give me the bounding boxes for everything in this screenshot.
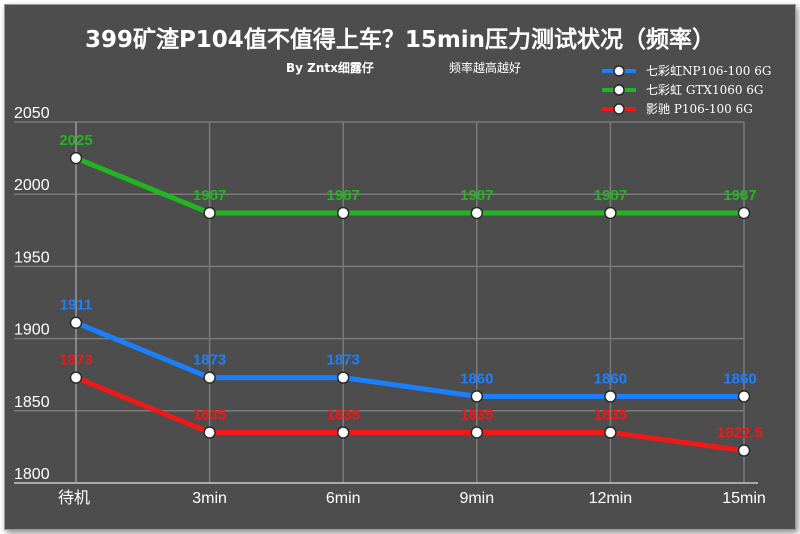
data-point <box>69 371 83 384</box>
data-labels: 1911 1873 1873 1860 1860 1860 2025 1987 1987 1987… <box>59 132 763 441</box>
data-label: 1835 <box>594 406 627 423</box>
data-point <box>737 206 751 220</box>
y-axis-ticks: 1800 1850 1900 1950 2000 2050 <box>14 105 50 483</box>
y-tick-label: 2050 <box>14 105 50 122</box>
chart-title: 399矿渣P104值不值得上车？15min压力测试状况（频率） <box>85 26 715 53</box>
y-tick-label: 2000 <box>14 177 50 194</box>
data-point <box>470 426 484 439</box>
x-tick-label: 待机 <box>58 489 90 507</box>
y-tick-label: 1850 <box>14 394 50 411</box>
data-point <box>737 444 751 457</box>
data-label: 1987 <box>723 187 756 204</box>
data-point <box>470 390 484 403</box>
data-label: 1987 <box>460 187 493 204</box>
y-tick-label: 1950 <box>14 249 50 266</box>
legend-marker <box>613 65 625 77</box>
legend-marker <box>613 103 625 115</box>
data-label: 1987 <box>193 187 226 204</box>
data-label: 1860 <box>594 370 627 387</box>
series-line <box>73 155 747 216</box>
data-point <box>470 206 484 220</box>
data-point <box>604 206 617 220</box>
data-point <box>69 151 83 165</box>
series-line <box>73 375 747 454</box>
x-tick-label: 15min <box>722 490 766 507</box>
data-label: 1873 <box>193 352 226 369</box>
x-tick-label: 12min <box>589 490 633 507</box>
data-label: 1860 <box>723 370 756 387</box>
y-tick-label: 1900 <box>14 322 50 339</box>
x-tick-label: 3min <box>192 490 227 507</box>
data-label: 1987 <box>594 187 627 204</box>
legend-marker <box>613 84 625 96</box>
x-axis-ticks: 待机 3min 6min 9min 12min 15min <box>58 489 766 507</box>
data-point <box>336 426 350 439</box>
legend-label: 影驰 P106-100 6G <box>646 102 753 116</box>
data-point <box>203 206 216 220</box>
data-label: 1835 <box>327 406 360 423</box>
legend: 七彩虹NP106-100 6G 七彩虹 GTX1060 6G 影驰 P106-100… <box>602 64 771 116</box>
data-label: 1822.5 <box>717 425 763 442</box>
data-label: 1860 <box>460 370 493 387</box>
data-point <box>336 371 350 384</box>
data-label: 1911 <box>60 297 93 314</box>
data-point <box>203 371 216 384</box>
legend-label: 七彩虹NP106-100 6G <box>646 64 771 78</box>
data-label: 1873 <box>327 352 360 369</box>
series-group <box>69 151 751 457</box>
axes <box>14 122 758 484</box>
data-point <box>69 316 83 329</box>
data-label: 2025 <box>59 132 92 149</box>
data-point <box>604 426 617 439</box>
data-label: 1987 <box>327 187 360 204</box>
data-point <box>203 426 216 439</box>
legend-label: 七彩虹 GTX1060 6G <box>646 83 764 97</box>
series-line <box>73 320 747 399</box>
x-tick-label: 9min <box>459 490 494 507</box>
data-point <box>336 206 350 220</box>
chart-byline: By Zntx细露仔 <box>286 60 374 75</box>
data-label: 1835 <box>460 406 493 423</box>
data-point <box>737 390 751 403</box>
data-point <box>604 390 617 403</box>
y-tick-label: 1800 <box>14 466 50 483</box>
data-label: 1835 <box>193 406 226 423</box>
chart-note: 频率越高越好 <box>449 60 521 75</box>
data-label: 1873 <box>59 352 92 369</box>
grid <box>14 121 745 483</box>
x-tick-label: 6min <box>326 490 361 507</box>
